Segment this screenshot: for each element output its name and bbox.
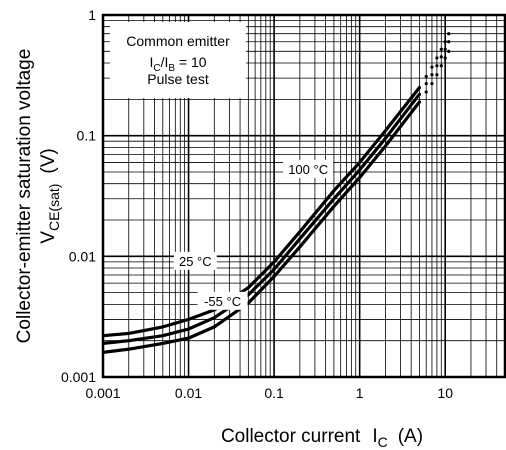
series-dot-2 <box>443 56 447 60</box>
series-dot-2 <box>417 100 422 104</box>
curve-label-bg <box>283 159 334 178</box>
y-tick-label: 0.1 <box>77 128 97 144</box>
y-axis-title-line-1: Collector-emitter saturation voltage <box>14 49 35 344</box>
series-dot-2 <box>447 49 451 53</box>
curve-label-bg <box>197 291 248 310</box>
series-dot-0 <box>430 65 434 69</box>
y-axis-title-line-2: VCE(sat)(V) <box>38 148 62 243</box>
x-tick-label: 0.01 <box>175 385 202 401</box>
condition-line-3: Pulse test <box>147 71 209 87</box>
series-dot-1 <box>443 47 447 51</box>
series-line-1 <box>102 93 421 345</box>
y-axis-title: Collector-emitter saturation voltage VCE… <box>14 49 62 344</box>
series-dot-0 <box>447 32 451 36</box>
series-dot-0 <box>435 56 439 60</box>
series-dot-0 <box>443 40 447 44</box>
curve-label-bg <box>173 251 217 270</box>
series-dot-0 <box>439 47 443 51</box>
x-axis-title: Collector current IC (A) <box>221 426 423 450</box>
series-dot-2 <box>430 82 434 86</box>
series-dot-2 <box>439 64 443 68</box>
curves: 100 °C 25 °C -55 °C <box>102 32 451 354</box>
series-dot-1 <box>424 82 428 86</box>
curve-label: 100 °C <box>288 162 328 177</box>
curve-label: -55 °C <box>204 294 241 309</box>
y-tick-label: 1 <box>88 7 96 23</box>
y-tick-label: 0.001 <box>61 369 96 385</box>
series-line-2 <box>102 101 421 354</box>
condition-line-2: IC/IB = 10 <box>149 54 206 74</box>
series-dot-0 <box>417 86 422 90</box>
series-dot-2 <box>424 90 428 94</box>
series-dot-1 <box>430 73 434 77</box>
series-dot-1 <box>435 64 439 68</box>
series-dot-1 <box>439 55 443 59</box>
x-tick-label: 1 <box>356 385 364 401</box>
x-tick-label: 0.1 <box>264 385 284 401</box>
y-tick-label: 0.01 <box>69 248 96 264</box>
y-tick-labels: 0.001 0.01 0.1 1 <box>61 7 96 385</box>
conditions-box: Common emitter IC/IB = 10 Pulse test <box>110 22 246 98</box>
curve-label: 25 °C <box>179 254 212 269</box>
series-line-0 <box>102 86 421 338</box>
series-dot-0 <box>424 74 428 78</box>
series-dot-1 <box>417 92 422 96</box>
series-dot-2 <box>435 73 439 77</box>
plot-frame <box>101 13 506 379</box>
x-tick-label: 0.001 <box>85 385 120 401</box>
condition-line-1: Common emitter <box>126 33 230 49</box>
x-tick-label: 10 <box>437 385 453 401</box>
series-dot-1 <box>447 40 451 44</box>
x-tick-labels: 0.001 0.01 0.1 1 10 <box>85 385 453 401</box>
